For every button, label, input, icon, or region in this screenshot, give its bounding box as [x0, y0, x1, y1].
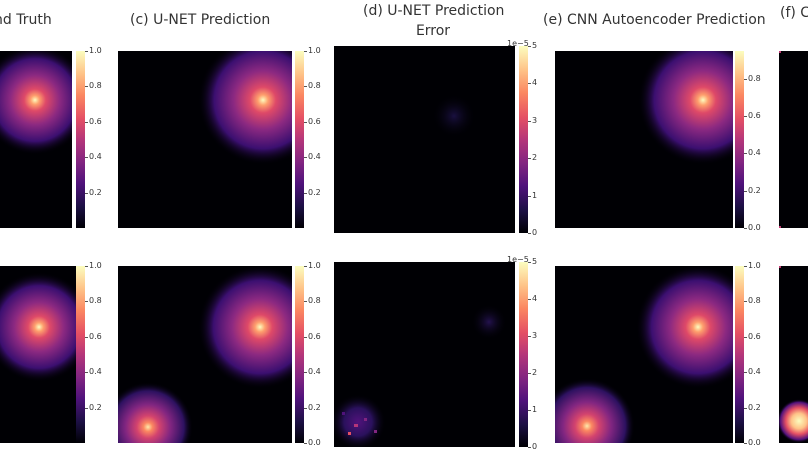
colorbar-tick-label: 2: [527, 153, 538, 163]
heatmap-cnn-error-bottom: [779, 266, 808, 443]
colorbar-cnn-autoencoder-bottom: 1.0 0.8 0.6 0.4 0.2 0.0: [735, 261, 761, 447]
title-line: nd Truth: [0, 12, 52, 28]
colorbar-tick-label: 1.0: [304, 46, 321, 55]
column-title-c: (c) U-NET Prediction: [130, 10, 270, 30]
colorbar-tick-label: 0.6: [304, 116, 321, 126]
colorbar-tick-label: 1.0: [304, 261, 321, 270]
colorbar-tick-label: 0.4: [304, 152, 321, 162]
colorbar-ground-truth-bottom: 1.0 0.8 0.6 0.4 0.2: [76, 261, 102, 443]
colorbar-tick-label: 4: [527, 294, 538, 303]
colorbar-tick-label: 5: [527, 257, 538, 266]
colorbar-tick-label: 0.2: [744, 402, 761, 412]
colorbar-tick-label: 0.2: [304, 187, 321, 197]
colorbar-tick-label: 0.8: [744, 73, 761, 83]
colorbar-tick-label: 0.2: [85, 187, 102, 197]
title-line: (f) C: [780, 5, 808, 21]
colorbar-tick-label: 1: [527, 190, 538, 200]
heatmap-cnn-error-top: [779, 51, 808, 228]
colorbar-tick-label: 1: [527, 405, 538, 414]
colorbar-tick-label: 1.0: [744, 261, 761, 270]
colorbar-tick-label: 0.8: [85, 296, 102, 306]
column-title-f: (f) C: [780, 3, 808, 23]
colorbar-gradient: [295, 51, 304, 228]
heatmap-unet-error-bottom: [334, 262, 515, 447]
colorbar-tick-label: 0.6: [744, 331, 761, 341]
heatmap-ground-truth-bottom: [0, 266, 76, 443]
colorbar-tick-label: 0.6: [85, 116, 102, 126]
column-title-b: nd Truth: [0, 10, 52, 30]
colorbar-gradient: [76, 266, 85, 443]
heatmap-unet-prediction-bottom: [118, 266, 292, 443]
colorbar-tick-label: 0.8: [85, 81, 102, 91]
title-line: (c) U-NET Prediction: [130, 12, 271, 28]
colorbar-tick-label: 0.0: [304, 438, 321, 447]
heatmap-unet-error-top: [334, 46, 515, 233]
colorbar-tick-label: 0.4: [85, 367, 102, 377]
colorbar-tick-label: 0.6: [744, 111, 761, 121]
column-title-d: (d) U-NET Prediction Error: [363, 1, 505, 41]
colorbar-tick-label: 1.0: [85, 261, 102, 270]
heatmap-unet-prediction-top: [118, 51, 292, 228]
colorbar-tick-label: 3: [527, 115, 538, 125]
colorbar-tick-label: 0: [527, 442, 538, 451]
colorbar-gradient: [76, 51, 85, 228]
colorbar-tick-label: 4: [527, 78, 538, 88]
colorbar-offset: 1e−5: [507, 255, 529, 264]
colorbar-tick-label: 0.8: [304, 296, 321, 306]
colorbar-gradient: [519, 46, 528, 233]
colorbar-tick-label: 1.0: [85, 46, 102, 55]
column-title-e: (e) CNN Autoencoder Prediction: [543, 10, 766, 30]
title-line: Error: [415, 23, 451, 39]
colorbar-gradient: [519, 262, 528, 447]
colorbar-tick-label: 0.2: [85, 402, 102, 412]
colorbar-tick-label: 0.2: [744, 185, 761, 195]
colorbar-tick-label: 3: [527, 331, 538, 340]
heatmap-cnn-autoencoder-top: [555, 51, 733, 228]
colorbar-tick-label: 0.8: [744, 296, 761, 306]
colorbar-ground-truth-top: 1.0 0.8 0.6 0.4 0.2: [76, 46, 102, 228]
colorbar-tick-label: 5: [527, 41, 538, 50]
colorbar-tick-label: 0.2: [304, 402, 321, 412]
colorbar-cnn-autoencoder-top: 0.8 0.6 0.4 0.2 0.0: [735, 51, 761, 232]
colorbar-tick-label: 0.4: [744, 148, 761, 158]
colorbar-tick-label: 2: [527, 368, 538, 377]
colorbar-tick-label: 0.4: [744, 367, 761, 377]
colorbar-gradient: [735, 266, 744, 443]
title-line: (e) CNN Autoencoder Prediction: [543, 12, 766, 28]
colorbar-tick-label: 0.0: [744, 223, 761, 232]
colorbar-gradient: [295, 266, 304, 443]
colorbar-tick-label: 0.0: [744, 438, 761, 447]
colorbar-unet-error-top: 1e−5 5 4 3 2 1 0: [507, 39, 537, 237]
colorbar-tick-label: 0.6: [85, 331, 102, 341]
colorbar-gradient: [735, 51, 744, 228]
colorbar-offset: 1e−5: [507, 39, 529, 48]
colorbar-tick-label: 0: [527, 228, 538, 237]
colorbar-unet-prediction-bottom: 1.0 0.8 0.6 0.4 0.2 0.0: [295, 261, 321, 447]
colorbar-tick-label: 0.4: [85, 152, 102, 162]
colorbar-tick-label: 0.6: [304, 331, 321, 341]
heatmap-ground-truth-top: [0, 51, 72, 228]
colorbar-unet-error-bottom: 1e−5 5 4 3 2 1 0: [507, 255, 537, 451]
heatmap-cnn-autoencoder-bottom: [555, 266, 733, 443]
colorbar-tick-label: 0.8: [304, 81, 321, 91]
colorbar-unet-prediction-top: 1.0 0.8 0.6 0.4 0.2: [295, 46, 321, 228]
title-line: (d) U-NET Prediction: [363, 3, 505, 19]
colorbar-tick-label: 0.4: [304, 367, 321, 377]
